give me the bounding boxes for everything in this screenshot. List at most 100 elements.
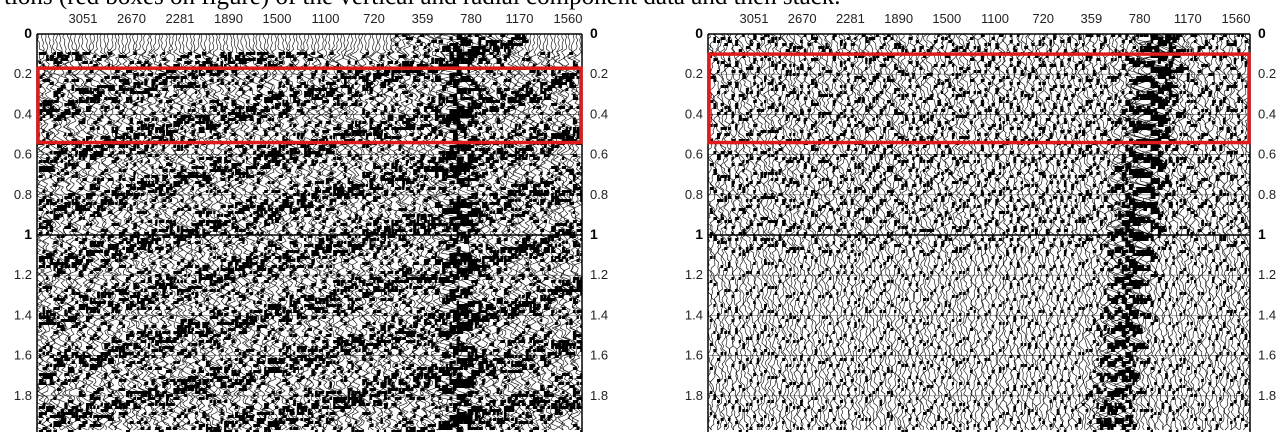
wiggle-trace — [986, 34, 997, 431]
wiggle-trace — [838, 34, 849, 431]
wiggle-fill — [64, 55, 72, 415]
wiggle-fill — [166, 67, 174, 430]
wiggle-trace — [1211, 34, 1221, 431]
y-tick-label-right: 1.6 — [1258, 348, 1276, 363]
y-tick-label-left: 0 — [695, 25, 703, 41]
x-tick-label: 2281 — [166, 11, 195, 26]
wiggle-fill — [988, 43, 993, 427]
wiggle-fill — [717, 40, 722, 424]
wiggle-fill — [1107, 76, 1116, 430]
wiggle-fill — [220, 52, 229, 424]
y-tick-label-right: 1.8 — [590, 388, 608, 403]
wiggle-trace — [972, 34, 982, 431]
wiggle-fill — [926, 49, 931, 412]
wiggle-fill — [231, 70, 240, 427]
y-tick-label-right: 0.8 — [590, 187, 608, 202]
wiggle-fill — [213, 64, 222, 432]
wiggle-trace — [91, 34, 110, 431]
wiggle-fill — [998, 34, 1004, 418]
wiggle-fill — [282, 76, 290, 418]
wiggle-trace — [809, 34, 820, 431]
wiggle-trace — [939, 34, 950, 431]
wiggle-fill — [886, 34, 892, 418]
wiggle-fill — [202, 52, 211, 427]
wiggle-fill — [42, 64, 51, 430]
wiggle-trace — [769, 34, 780, 431]
x-tick-label: 1560 — [554, 11, 583, 26]
wiggle-trace — [820, 34, 831, 431]
wiggle-trace — [1200, 34, 1209, 431]
x-tick-label: 1170 — [1174, 11, 1202, 26]
y-tick-label-right: 0.8 — [1258, 187, 1276, 202]
wiggle-fill — [242, 55, 251, 424]
wiggle-trace — [936, 34, 946, 431]
wiggle-trace — [269, 34, 287, 431]
wiggle-fill — [1157, 40, 1171, 415]
y-tick-label-right: 0.6 — [1258, 147, 1276, 162]
wiggle-fill — [727, 37, 733, 421]
wiggle-fill — [1103, 37, 1112, 424]
y-tick-label-left: 1.2 — [685, 267, 703, 282]
wiggle-trace — [777, 34, 787, 431]
wiggle-fill — [749, 40, 754, 430]
wiggle-fill — [162, 52, 171, 415]
x-tick-label: 780 — [1129, 11, 1151, 26]
wiggle-fill — [1175, 34, 1183, 432]
wiggle-fill — [525, 52, 534, 424]
x-tick-label: 2670 — [117, 11, 146, 26]
wiggle-fill — [304, 55, 313, 427]
wiggle-fill — [1201, 46, 1206, 432]
wiggle-fill — [1016, 34, 1022, 424]
wiggle-fill — [344, 76, 352, 409]
wiggle-fill — [962, 49, 967, 412]
y-tick-label-left: 1.2 — [14, 267, 32, 282]
wiggle-fill — [825, 43, 830, 427]
wiggle-trace — [860, 34, 870, 431]
wiggle-fill — [136, 61, 146, 424]
wiggle-fill — [1222, 34, 1227, 391]
wiggle-fill — [1129, 40, 1140, 427]
wiggle-fill — [522, 34, 531, 424]
wiggle-trace — [929, 34, 939, 431]
wiggle-trace — [1070, 34, 1080, 431]
wiggle-fill — [89, 61, 97, 427]
wiggle-fill — [126, 70, 134, 432]
wiggle-fill — [314, 70, 323, 432]
wiggle-fill — [1067, 37, 1072, 400]
y-tick-label-right: 0.2 — [1258, 66, 1276, 81]
y-tick-label-left: 1.8 — [14, 388, 32, 403]
wiggle-trace — [943, 34, 954, 431]
wiggle-fill — [256, 52, 265, 424]
wiggle-fill — [358, 67, 367, 432]
wiggle-fill — [97, 58, 105, 427]
wiggle-fill — [814, 37, 819, 418]
wiggle-fill — [1154, 34, 1167, 415]
y-tick-label-left: 0 — [24, 25, 32, 41]
wiggle-trace — [983, 34, 993, 431]
y-tick-label-right: 0.4 — [590, 106, 608, 121]
wiggle-fill — [503, 46, 512, 421]
wiggle-trace — [890, 34, 899, 431]
wiggle-fill — [1226, 40, 1231, 379]
wiggle-trace — [1037, 34, 1047, 431]
wiggle-trace — [715, 34, 726, 431]
wiggle-trace — [766, 34, 776, 431]
y-tick-label-right: 1.4 — [1258, 307, 1276, 322]
wiggle-fill — [57, 52, 65, 427]
wiggle-trace — [1004, 34, 1015, 431]
wiggle-trace — [1073, 34, 1083, 431]
wiggle-fill — [384, 70, 392, 432]
wiggle-trace — [903, 34, 914, 431]
wiggle-fill — [507, 40, 515, 430]
y-tick-label-right: 0.2 — [590, 66, 608, 81]
x-tick-label: 1500 — [263, 11, 292, 26]
wiggle-fill — [1063, 49, 1068, 432]
wiggle-fill — [184, 55, 193, 418]
wiggle-trace — [226, 34, 243, 431]
wiggle-fill — [923, 52, 927, 415]
wiggle-fill — [104, 55, 113, 418]
wiggle-fill — [901, 46, 906, 432]
wiggle-trace — [1062, 34, 1073, 431]
wiggle-fill — [908, 37, 913, 421]
wiggle-trace — [762, 34, 773, 431]
